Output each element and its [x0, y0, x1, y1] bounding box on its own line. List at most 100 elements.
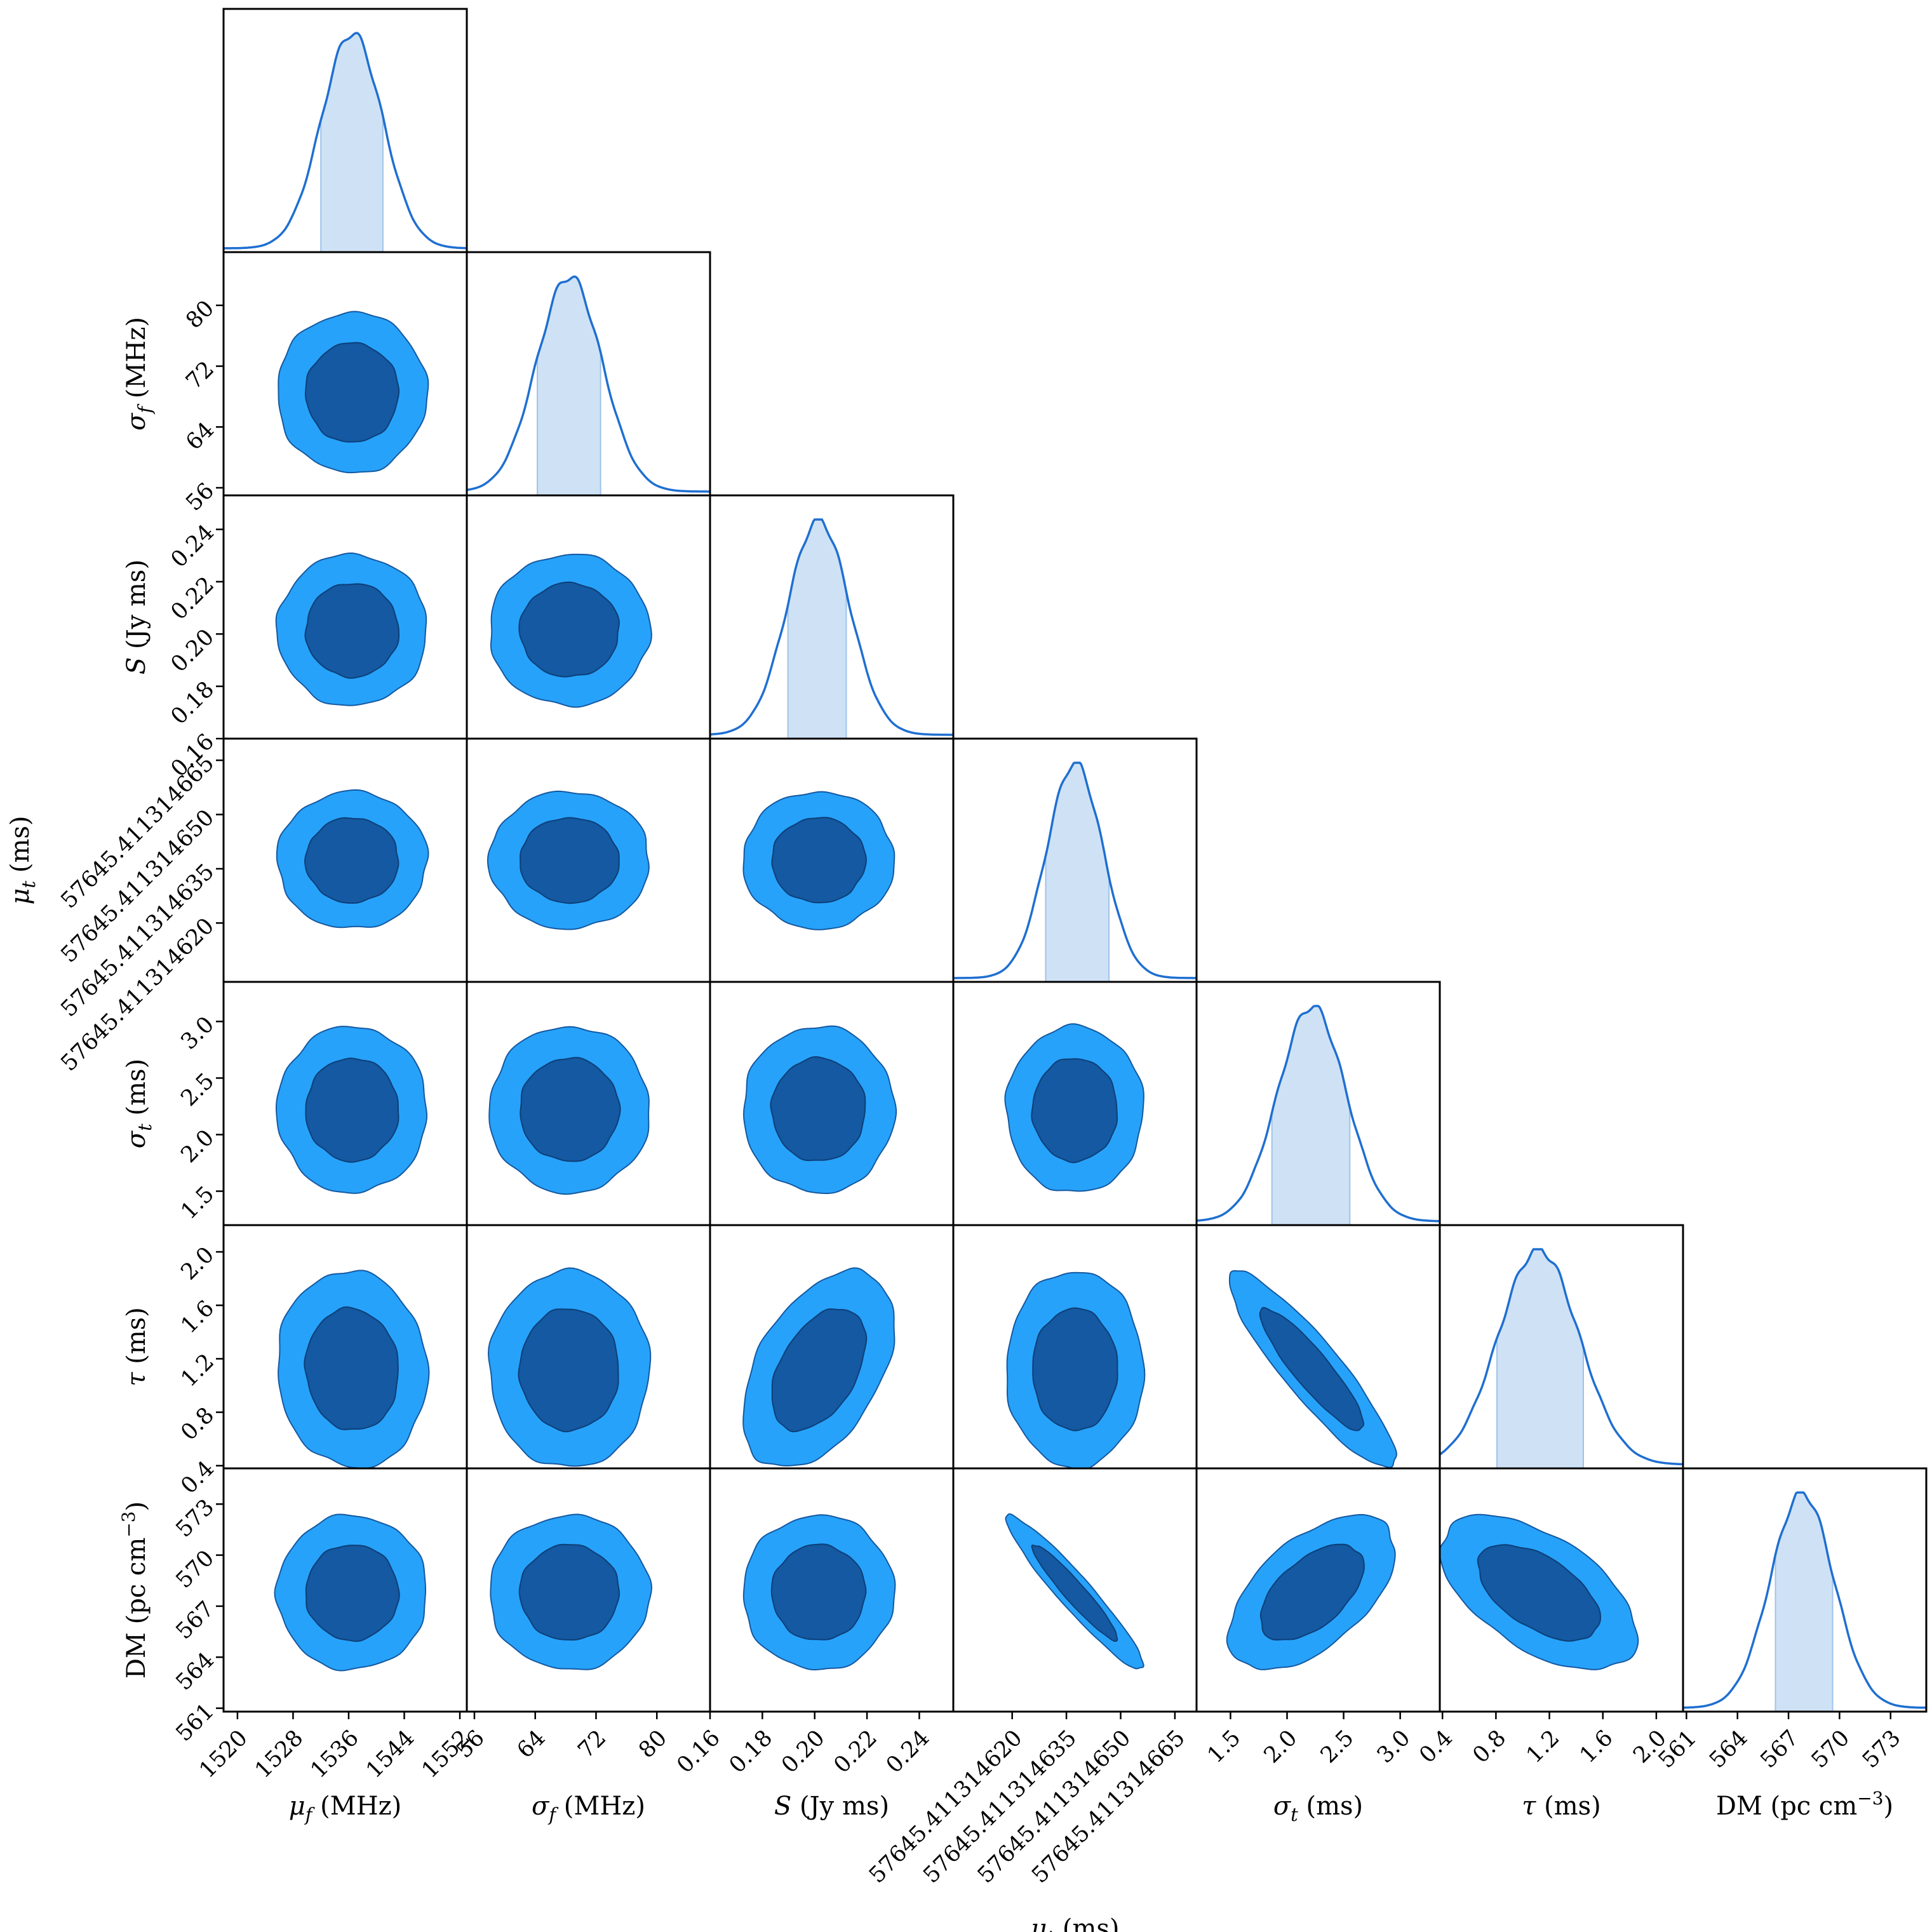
y-axis-label-sigma_t: σt (ms) [122, 1059, 156, 1148]
inner-contour [304, 1306, 399, 1430]
y-tick-label: 80 [181, 296, 219, 334]
panel-sigma_t-vs-sigma_f [488, 1026, 650, 1195]
panel-tau-vs-sigma_f [487, 1267, 652, 1467]
inner-contour [1031, 1058, 1118, 1164]
marginal-mu_t [953, 761, 1197, 982]
inner-contour [305, 1057, 399, 1163]
marginal-curve [1683, 1491, 1926, 1709]
panel-S-vs-sigma_f [490, 553, 652, 708]
y-tick-label: 56 [181, 478, 219, 516]
x-tick-label: 561 [1654, 1726, 1702, 1774]
panel-mu_t-vs-mu_f [276, 789, 429, 929]
credible-band [1045, 762, 1110, 982]
y-tick-label: 2.5 [176, 1068, 219, 1111]
x-tick-label: 1536 [306, 1726, 364, 1783]
marginal-mu_f [224, 32, 467, 252]
x-tick-label: 0.8 [1468, 1726, 1512, 1769]
panel-sigma_t-vs-S [742, 1025, 897, 1195]
marginal-sigma_t [1197, 1005, 1440, 1225]
x-tick-label: 3.0 [1372, 1726, 1416, 1769]
x-axis-label-DM: DM (pc cm−3) [1716, 1788, 1893, 1821]
panel-DM-vs-tau [1440, 1513, 1639, 1670]
x-axis-label-S: S (Jy ms) [774, 1792, 889, 1821]
x-tick-label: 2.0 [1259, 1726, 1303, 1769]
inner-contour [1032, 1307, 1118, 1432]
y-tick-label: 2.0 [176, 1242, 219, 1285]
inner-contour [304, 817, 399, 904]
inner-contour [305, 342, 400, 443]
y-tick-label: 567 [171, 1597, 220, 1645]
y-tick-label: 72 [181, 356, 219, 394]
inner-contour [1477, 1544, 1602, 1642]
x-axis-label-mu_t: μt (ms) [1030, 1914, 1119, 1932]
panel-sigma_t-vs-mu_f [276, 1026, 428, 1194]
x-tick-label: 2.5 [1316, 1726, 1359, 1769]
x-tick-label: 0.20 [777, 1726, 829, 1778]
y-tick-label: 573 [171, 1494, 220, 1543]
panel-S-vs-mu_f [275, 552, 427, 706]
panel-DM-vs-sigma_t [1226, 1513, 1396, 1670]
panel-DM-vs-sigma_f [490, 1513, 653, 1670]
x-tick-label: 573 [1858, 1726, 1906, 1774]
x-tick-label: 0.18 [725, 1726, 777, 1778]
y-tick-label: 1.6 [176, 1296, 219, 1339]
y-tick-label: 570 [171, 1545, 220, 1593]
marginal-DM [1683, 1491, 1926, 1712]
panel-sigma_f-vs-mu_f [278, 311, 429, 474]
x-axis-label-sigma_t: σt (ms) [1273, 1792, 1363, 1825]
y-tick-label: 1.5 [176, 1181, 219, 1224]
credible-band [320, 32, 384, 252]
inner-contour [770, 1543, 867, 1640]
y-tick-label: 0.22 [166, 572, 219, 625]
x-tick-label: 0.22 [829, 1726, 882, 1778]
x-tick-label: 564 [1705, 1726, 1753, 1774]
y-tick-label: 564 [171, 1647, 220, 1696]
panel-sigma_t-vs-mu_t [1004, 1023, 1144, 1192]
panel-DM-vs-S [742, 1514, 896, 1671]
marginal-curve [710, 518, 953, 736]
marginal-sigma_f [467, 275, 710, 495]
y-tick-label: 561 [171, 1698, 220, 1747]
x-tick-label: 0.4 [1414, 1726, 1458, 1769]
panel-tau-vs-mu_f [278, 1270, 430, 1468]
inner-contour [1031, 1544, 1118, 1642]
panel-tau-vs-mu_t [1006, 1271, 1146, 1468]
marginal-curve [1197, 1005, 1440, 1223]
y-axis-label-tau: τ (ms) [122, 1307, 151, 1386]
y-axis-label-sigma_f: σf (MHz) [122, 317, 156, 431]
y-tick-label: 64 [181, 417, 219, 455]
panel-tau-vs-sigma_t [1229, 1270, 1397, 1468]
x-tick-label: 0.24 [882, 1726, 934, 1778]
panel-DM-vs-mu_t [1005, 1513, 1144, 1670]
y-tick-label: 0.18 [166, 676, 219, 729]
marginal-curve [224, 32, 467, 250]
inner-contour [305, 1545, 400, 1642]
credible-band [537, 276, 601, 495]
y-tick-label: 0.24 [166, 520, 219, 572]
x-tick-label: 1.2 [1522, 1726, 1565, 1769]
inner-contour [520, 817, 620, 904]
inner-contour [1259, 1543, 1365, 1640]
panel-DM-vs-mu_f [274, 1513, 426, 1672]
panel-tau-vs-S [742, 1267, 896, 1466]
inner-contour [771, 1308, 868, 1433]
y-tick-label: 0.8 [176, 1402, 219, 1446]
panel-frame [1682, 1467, 1928, 1713]
inner-contour [518, 1308, 619, 1433]
inner-contour [518, 581, 620, 678]
y-tick-label: 3.0 [176, 1012, 219, 1055]
inner-contour [770, 1056, 866, 1162]
y-tick-label: 0.4 [176, 1456, 219, 1499]
inner-contour [771, 817, 867, 904]
inner-contour [304, 583, 400, 679]
marginal-S [710, 518, 953, 739]
x-axis-label-mu_f: μf (MHz) [289, 1792, 402, 1825]
credible-band [1496, 1249, 1584, 1468]
panel-mu_t-vs-sigma_f [486, 790, 650, 930]
x-tick-label: 0.16 [673, 1726, 725, 1778]
x-tick-label: 1528 [250, 1726, 308, 1783]
y-axis-label-mu_t: μt (ms) [6, 815, 39, 904]
y-tick-label: 0.20 [166, 624, 219, 677]
marginal-tau [1440, 1248, 1683, 1468]
